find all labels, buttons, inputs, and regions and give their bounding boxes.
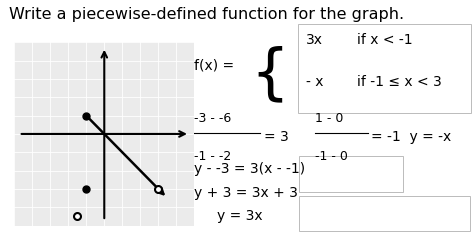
Text: f(x) =: f(x) =	[194, 59, 239, 73]
Text: y - -3 = 3(x - -1): y - -3 = 3(x - -1)	[194, 162, 305, 176]
Text: - x: - x	[306, 75, 324, 89]
Text: $\{$: $\{$	[250, 45, 283, 105]
Text: y + 3 = 3x + 3: y + 3 = 3x + 3	[194, 186, 298, 200]
Text: Write a piecewise-defined function for the graph.: Write a piecewise-defined function for t…	[9, 7, 405, 22]
Text: = 3: = 3	[264, 130, 289, 145]
Text: -3 - -6: -3 - -6	[194, 112, 232, 125]
Text: 3x: 3x	[306, 33, 323, 47]
Text: = -1  y = -x: = -1 y = -x	[371, 130, 451, 145]
Text: -1 - 0: -1 - 0	[315, 150, 347, 163]
FancyBboxPatch shape	[299, 196, 470, 231]
Text: -1 - -2: -1 - -2	[194, 150, 232, 163]
FancyBboxPatch shape	[299, 156, 403, 192]
Text: y = 3x: y = 3x	[217, 209, 262, 223]
Text: 1 - 0: 1 - 0	[315, 112, 343, 125]
Text: if -1 ≤ x < 3: if -1 ≤ x < 3	[356, 75, 441, 89]
Text: if x < -1: if x < -1	[356, 33, 412, 47]
FancyBboxPatch shape	[298, 24, 471, 113]
